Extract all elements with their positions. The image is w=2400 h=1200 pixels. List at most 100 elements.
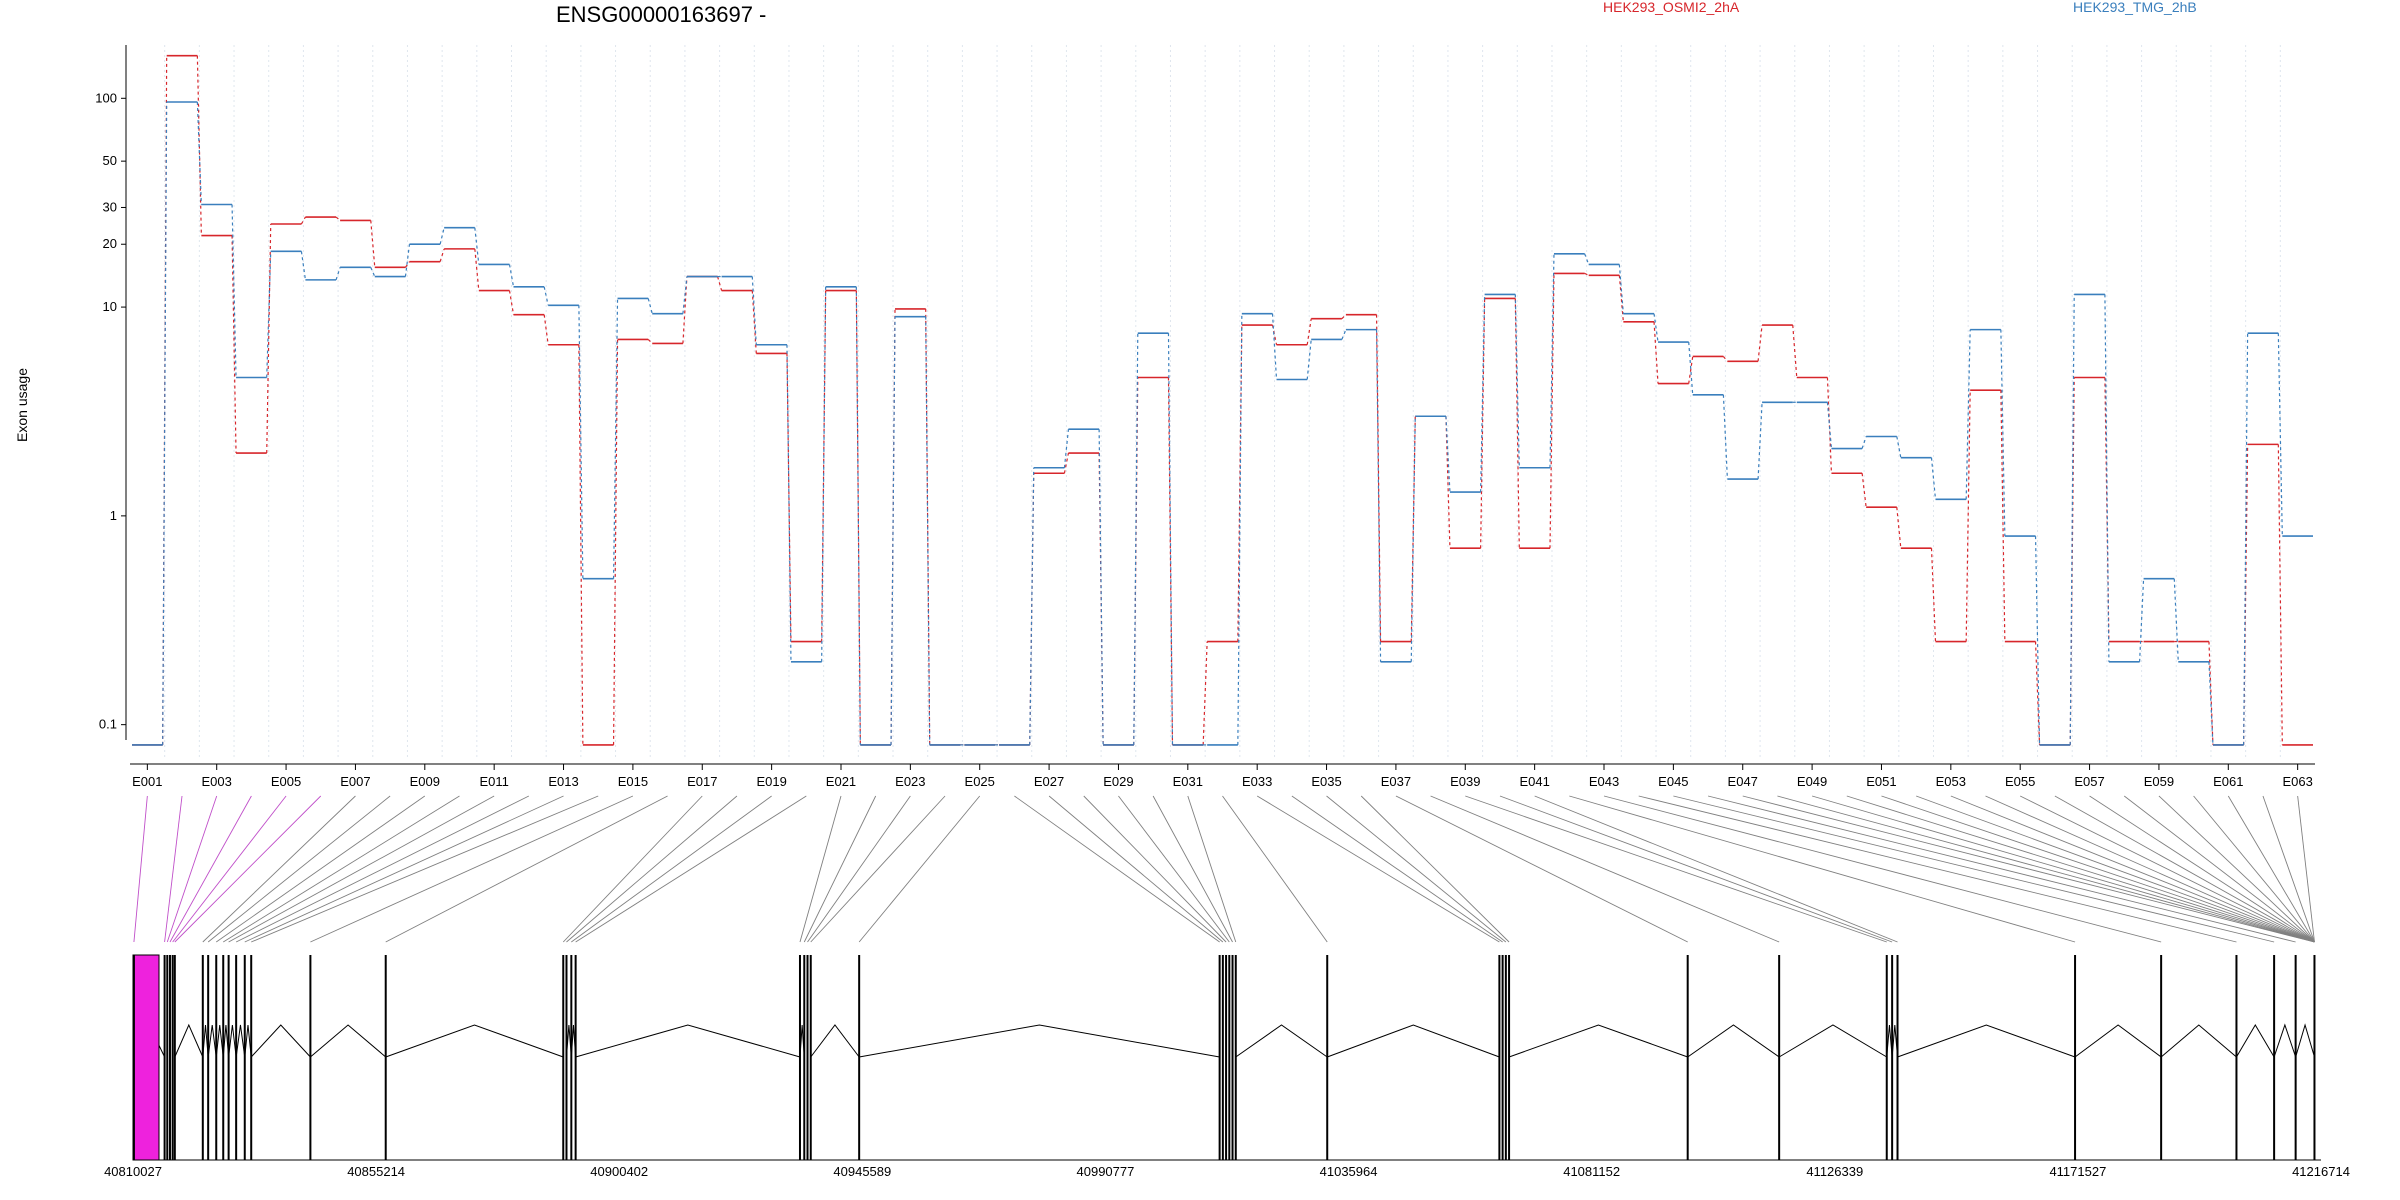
connector-line — [207, 795, 391, 943]
data-transition — [1722, 356, 1728, 362]
connector-line — [172, 795, 287, 943]
connector-line — [310, 795, 634, 943]
connector-line — [1777, 795, 2315, 943]
connector-line — [2158, 795, 2315, 943]
x-tick-label: E049 — [1797, 774, 1827, 789]
intron-line — [207, 1024, 217, 1058]
data-transition — [300, 216, 306, 225]
connector-line — [1569, 795, 2076, 943]
data-transition — [1445, 416, 1451, 549]
x-tick-label: E025 — [965, 774, 995, 789]
data-transition — [717, 276, 723, 291]
connector-line — [1048, 795, 1224, 943]
data-transition — [1549, 273, 1555, 549]
data-transition — [821, 290, 827, 642]
data-transition — [231, 204, 237, 378]
y-tick-label: 0.1 — [99, 717, 117, 732]
data-transition — [2208, 641, 2214, 745]
data-transition — [1410, 416, 1416, 662]
data-transition — [2277, 444, 2283, 745]
intron-line — [385, 1024, 564, 1058]
intron-line — [2236, 1024, 2275, 1058]
genomic-tick-label: 41216714 — [2292, 1164, 2350, 1179]
data-transition — [439, 248, 445, 262]
data-transition — [1341, 329, 1347, 340]
connector-line — [244, 795, 564, 943]
genomic-tick-label: 40990777 — [1077, 1164, 1135, 1179]
connector-line — [385, 795, 668, 943]
data-transition — [1965, 329, 1971, 500]
x-tick-label: E055 — [2005, 774, 2035, 789]
series-tmg — [132, 101, 2313, 746]
data-transition — [2277, 333, 2283, 537]
data-transition — [1375, 329, 1382, 662]
data-transition — [925, 316, 931, 745]
connector-line — [235, 795, 530, 943]
x-tick-label: E033 — [1242, 774, 1272, 789]
data-transition — [855, 290, 861, 745]
data-transition — [1306, 318, 1312, 345]
data-transition — [1688, 356, 1694, 384]
data-transition — [474, 227, 480, 265]
connector-line — [2227, 795, 2315, 943]
intron-line — [810, 1024, 860, 1058]
connector-line — [166, 795, 218, 943]
data-transition — [751, 276, 757, 345]
intron-line — [1778, 1024, 1888, 1058]
connector-line — [2019, 795, 2315, 943]
data-transition — [162, 101, 168, 745]
connector-line — [1360, 795, 1510, 943]
data-transition — [1167, 333, 1174, 745]
data-transition — [2243, 333, 2249, 745]
data-transition — [2034, 641, 2041, 745]
intron-line — [2273, 1023, 2297, 1058]
data-transition — [2104, 294, 2110, 662]
data-transition — [647, 298, 653, 314]
genomic-tick-label: 40810027 — [104, 1164, 162, 1179]
data-transition — [1410, 416, 1416, 642]
data-transition — [1896, 507, 1902, 549]
data-transition — [1271, 313, 1278, 380]
data-transition — [890, 316, 896, 745]
data-transition — [1375, 314, 1382, 642]
data-transition — [1653, 321, 1659, 384]
connector-line — [1707, 795, 2296, 943]
x-tick-label: E045 — [1658, 774, 1688, 789]
data-transition — [370, 220, 376, 268]
data-transition — [1896, 436, 1902, 458]
data-transition — [2000, 329, 2006, 537]
connector-line — [1915, 795, 2315, 943]
connector-line — [1395, 795, 1688, 943]
x-tick-label: E005 — [271, 774, 301, 789]
data-transition — [196, 101, 202, 205]
x-tick-label: E009 — [410, 774, 440, 789]
connector-line — [2297, 795, 2315, 943]
data-transition — [1930, 457, 1937, 500]
connector-line — [1222, 795, 1328, 943]
data-transition — [612, 298, 619, 579]
connector-line — [1881, 795, 2315, 943]
connector-line — [1152, 795, 1233, 943]
y-tick-label: 10 — [103, 299, 117, 314]
data-transition — [266, 223, 272, 454]
legend-entry-tmg: HEK293_TMG_2hB — [2073, 0, 2197, 15]
intron-line — [235, 1024, 246, 1058]
connector-line — [133, 795, 148, 943]
y-axis-label: Exon usage — [14, 368, 30, 442]
data-transition — [474, 248, 480, 291]
connector-line — [223, 795, 460, 943]
intron-line — [174, 1023, 204, 1058]
x-tick-label: E039 — [1450, 774, 1480, 789]
data-transition — [821, 286, 827, 662]
connector-line — [1499, 795, 1893, 943]
connector-line — [566, 795, 738, 943]
x-tick-label: E035 — [1311, 774, 1341, 789]
connector-line — [1465, 795, 1887, 943]
data-transition — [2208, 661, 2214, 745]
data-transition — [1826, 402, 1833, 449]
genomic-tick-label: 40855214 — [347, 1164, 405, 1179]
connector-line — [2262, 795, 2315, 943]
data-transition — [1480, 294, 1486, 493]
connector-line — [858, 795, 981, 943]
